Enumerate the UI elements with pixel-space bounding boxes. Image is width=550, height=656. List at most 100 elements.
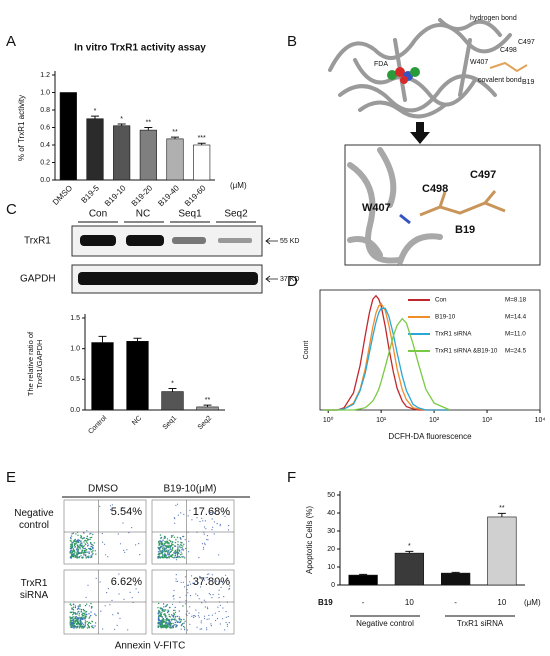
flow-dot	[89, 616, 91, 618]
flow-dot	[206, 629, 208, 631]
flow-dot	[73, 544, 76, 547]
y-tick-label: 20	[327, 546, 335, 553]
percent-label: 5.54%	[111, 506, 142, 518]
flow-dot	[86, 603, 88, 605]
ligand-sticks	[489, 61, 528, 73]
flow-dot	[77, 541, 79, 544]
bar	[196, 406, 219, 411]
flow-dot	[190, 583, 192, 585]
flow-dot	[168, 542, 170, 544]
flow-dot	[159, 534, 162, 536]
flow-dot	[224, 515, 226, 517]
flow-dot	[184, 576, 186, 578]
flow-dot	[178, 610, 180, 612]
flow-dot	[198, 598, 200, 600]
flow-dot	[72, 606, 75, 608]
legend-label: B19-10	[435, 314, 456, 321]
flow-dot	[102, 628, 104, 630]
flow-dot	[176, 536, 179, 539]
flow-dot	[71, 617, 73, 620]
flow-dot	[71, 619, 73, 622]
flow-dot	[201, 628, 203, 630]
flow-dot	[180, 619, 183, 621]
flow-dot	[159, 544, 161, 546]
flow-dot	[84, 618, 86, 620]
flow-dot	[101, 532, 103, 535]
flow-dot	[219, 523, 221, 526]
flow-dot	[88, 547, 90, 550]
flow-dot	[82, 623, 85, 626]
flow-dot	[157, 556, 159, 559]
flow-dot	[181, 549, 183, 551]
flow-dot	[77, 547, 79, 550]
flow-dot	[200, 586, 202, 588]
flow-dot	[173, 595, 175, 597]
flow-dot	[178, 549, 181, 551]
flow-dot	[83, 549, 86, 552]
zoom-label: W407	[362, 202, 391, 214]
flow-dot	[170, 623, 172, 625]
flow-dot	[199, 628, 201, 630]
panel-label: D	[287, 273, 298, 290]
flow-dot	[175, 574, 177, 576]
flow-dot	[206, 606, 209, 608]
flow-dot	[182, 535, 184, 538]
flow-dot	[77, 622, 79, 624]
flow-dot	[72, 622, 74, 624]
panel-label: C	[6, 201, 17, 218]
flow-dot	[160, 545, 162, 548]
flow-dot	[169, 548, 172, 550]
significance-label: ***	[198, 135, 206, 142]
flow-dot	[166, 604, 168, 607]
flow-dot	[168, 613, 170, 616]
flow-dot	[70, 537, 72, 539]
bar	[86, 118, 104, 181]
error-bar	[91, 115, 99, 119]
flow-dot	[164, 548, 166, 551]
flow-dot	[218, 593, 220, 595]
flow-dot	[184, 627, 186, 629]
unit-label: (μM)	[524, 598, 541, 607]
flow-dot	[78, 540, 81, 542]
flow-dot	[204, 544, 206, 546]
flow-dot	[91, 543, 93, 546]
y-tick-label: 30	[327, 528, 335, 535]
flow-dot	[175, 580, 177, 582]
flow-dot	[194, 615, 197, 617]
flow-dot	[172, 541, 174, 543]
flow-dot	[166, 627, 168, 629]
flow-dot	[91, 621, 94, 623]
flow-dot	[162, 610, 164, 612]
flow-dot	[174, 541, 177, 544]
flow-dot	[78, 612, 81, 615]
flow-dot	[179, 618, 181, 620]
y-tick-label: 0.5	[70, 376, 80, 383]
flow-dot	[226, 577, 229, 580]
significance-label: **	[172, 129, 178, 136]
flow-dot	[95, 577, 97, 579]
flow-dot	[165, 554, 167, 556]
flow-dot	[173, 618, 175, 620]
flow-dot	[78, 552, 81, 555]
residue-sticks	[399, 213, 411, 225]
flow-dot	[182, 545, 184, 547]
flow-dot	[186, 629, 188, 631]
flow-dot	[69, 616, 71, 618]
flow-dot	[83, 553, 85, 555]
flow-dot	[80, 608, 83, 611]
flow-dot	[82, 547, 84, 549]
flow-dot	[73, 553, 75, 556]
flow-dot	[75, 533, 77, 535]
flow-dot	[118, 573, 120, 575]
row-label: B19	[318, 598, 333, 607]
flow-dot	[71, 546, 73, 548]
flow-dot	[95, 553, 97, 555]
flow-dot	[169, 551, 171, 554]
flow-dot	[173, 517, 175, 519]
flow-dot	[80, 535, 83, 538]
flow-dot	[175, 619, 177, 621]
flow-dot	[183, 622, 185, 624]
flow-dot	[86, 613, 88, 616]
flow-dot	[83, 551, 85, 554]
flow-dot	[83, 547, 85, 550]
